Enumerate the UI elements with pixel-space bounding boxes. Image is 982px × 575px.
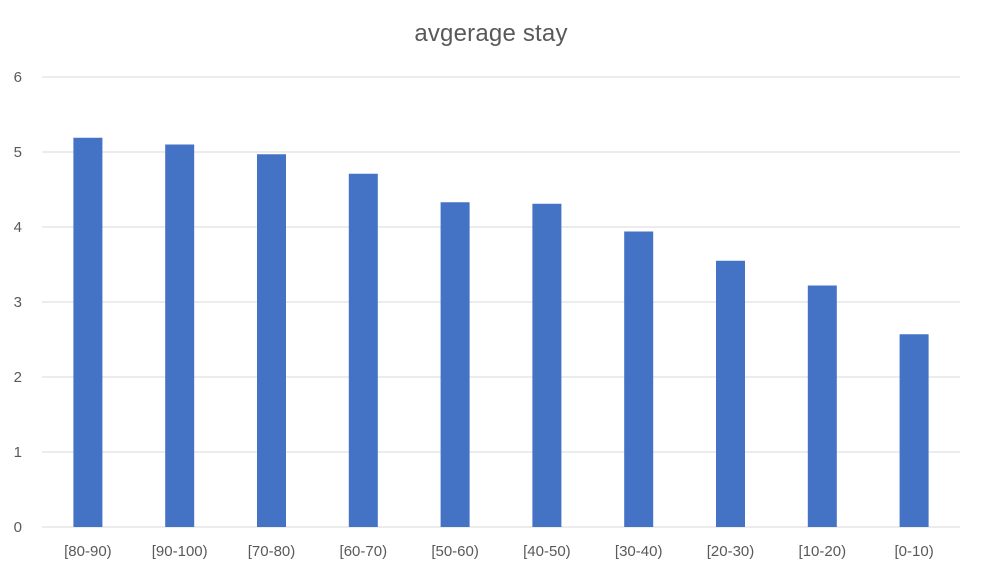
x-tick-label: [70-80) [248, 543, 296, 560]
bar [807, 285, 837, 527]
chart-title: avgerage stay [414, 20, 568, 47]
y-tick-label: 0 [14, 519, 22, 536]
bar [899, 334, 929, 527]
x-tick-label: [40-50) [523, 543, 571, 560]
bar [440, 202, 470, 527]
y-tick-label: 4 [14, 219, 22, 236]
bar [716, 260, 745, 527]
x-tick-label: [10-20) [799, 543, 847, 560]
x-tick-label: [60-70) [340, 543, 388, 560]
x-tick-label: [50-60) [431, 543, 479, 560]
bar [532, 203, 562, 527]
bar [624, 231, 654, 527]
x-tick-label: [80-90) [64, 543, 112, 560]
y-tick-label: 1 [14, 444, 22, 461]
bar [257, 154, 286, 527]
bar [348, 173, 378, 527]
x-tick-label: [30-40) [615, 543, 663, 560]
bar [73, 137, 103, 527]
x-tick-label: [20-30) [707, 543, 755, 560]
x-tick-label: [90-100) [152, 543, 208, 560]
y-tick-label: 6 [14, 69, 22, 86]
y-tick-label: 2 [14, 369, 22, 386]
x-tick-label: [0-10) [895, 543, 934, 560]
y-tick-label: 3 [14, 294, 22, 311]
y-tick-label: 5 [14, 144, 22, 161]
bar [165, 144, 195, 527]
